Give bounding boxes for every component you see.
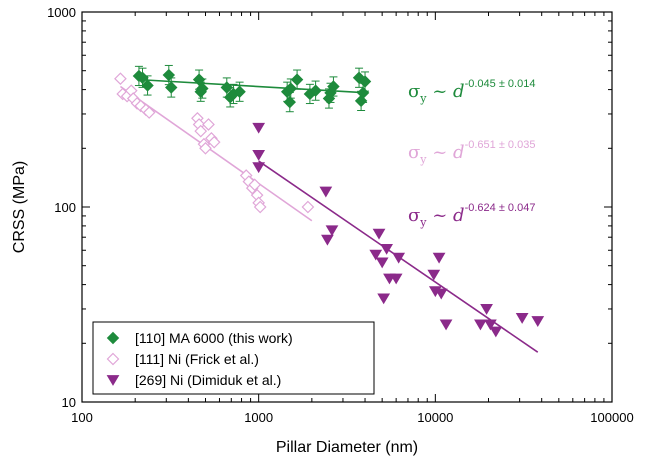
data-point-series-1 [207,135,221,149]
data-point-series-0 [283,95,296,109]
data-points [114,68,545,338]
legend: [110] MA 6000 (this work) [111] Ni (Frick… [92,321,375,395]
fit-equation-annotation: σy ~ d-0.651 ± 0.035 [408,139,535,166]
legend-box [92,321,375,395]
data-point-series-2 [489,326,503,338]
legend-label: [269] Ni (Dimiduk et al.) [135,372,281,388]
data-point-series-2 [474,319,487,331]
y-tick-label: 1000 [47,5,76,20]
legend-item-1: [111] Ni (Frick et al.) [106,351,259,367]
x-tick-label: 10000 [417,410,453,425]
fit-equation-annotation: σy ~ d-0.624 ± 0.047 [408,202,535,229]
y-tick-label: 10 [62,395,76,410]
legend-label: [111] Ni (Frick et al.) [135,351,259,367]
data-point-series-0 [141,79,154,92]
annotation-purple: σy ~ d-0.624 ± 0.047 [408,202,535,229]
data-point-series-2 [434,288,448,300]
data-point-series-2 [380,243,393,255]
data-point-series-1 [142,106,156,119]
data-point-series-1 [248,178,262,192]
data-point-series-2 [484,319,497,331]
x-tick-label: 100000 [590,410,633,425]
fit-lines [119,78,539,353]
x-tick-label: 1000 [244,410,273,425]
data-point-series-2 [377,293,391,305]
data-point-series-0 [327,80,340,93]
data-point-series-0 [356,86,370,100]
legend-item-2: [269] Ni (Dimiduk et al.) [106,372,281,388]
y-axis-title: CRSS (MPa) [11,161,28,253]
data-point-series-0 [284,82,297,95]
annotation-green: σy ~ d-0.045 ± 0.014 [408,78,535,105]
data-point-series-0 [192,73,206,86]
data-point-series-2 [372,228,386,240]
annotation-pink: σy ~ d-0.651 ± 0.035 [408,139,535,166]
fit-equation-annotation: σy ~ d-0.045 ± 0.014 [408,78,535,105]
legend-marker [106,352,120,366]
data-point-series-2 [531,316,545,328]
data-point-series-2 [252,162,266,174]
data-point-series-2 [252,122,266,134]
data-point-series-0 [290,73,304,86]
data-point-series-0 [136,71,149,84]
data-point-series-2 [427,269,441,281]
fit-line-series-1 [119,85,313,222]
data-point-series-0 [358,75,372,88]
data-point-series-1 [301,200,315,214]
data-point-series-1 [114,72,127,86]
data-point-series-1 [202,118,215,131]
data-point-series-1 [253,200,267,214]
data-point-series-0 [196,82,209,95]
legend-marker [106,375,120,386]
data-point-series-2 [389,273,403,285]
data-point-series-2 [369,249,383,261]
legend-label: [110] MA 6000 (this work) [135,330,293,346]
x-tick-label: 100 [71,410,93,425]
data-point-series-2 [432,252,446,264]
data-point-series-0 [233,85,246,98]
data-point-series-0 [165,81,178,94]
data-point-series-1 [199,141,212,155]
data-point-series-2 [439,319,453,331]
data-point-series-2 [325,225,339,237]
data-point-series-2 [252,150,266,161]
axis-ticks [81,11,613,403]
data-point-series-2 [319,186,333,198]
data-point-series-2 [375,257,389,269]
data-point-series-2 [392,252,406,264]
data-point-series-0 [220,81,233,94]
legend-marker [106,331,120,345]
y-tick-label: 100 [54,200,76,215]
data-point-series-1 [194,124,208,138]
x-axis-title: Pillar Diameter (nm) [276,439,418,456]
data-point-series-0 [309,84,322,97]
data-point-series-2 [321,234,334,246]
legend-item-0: [110] MA 6000 (this work) [106,330,293,346]
data-point-series-0 [162,68,176,82]
data-point-series-2 [480,304,493,315]
data-point-series-2 [515,312,529,324]
